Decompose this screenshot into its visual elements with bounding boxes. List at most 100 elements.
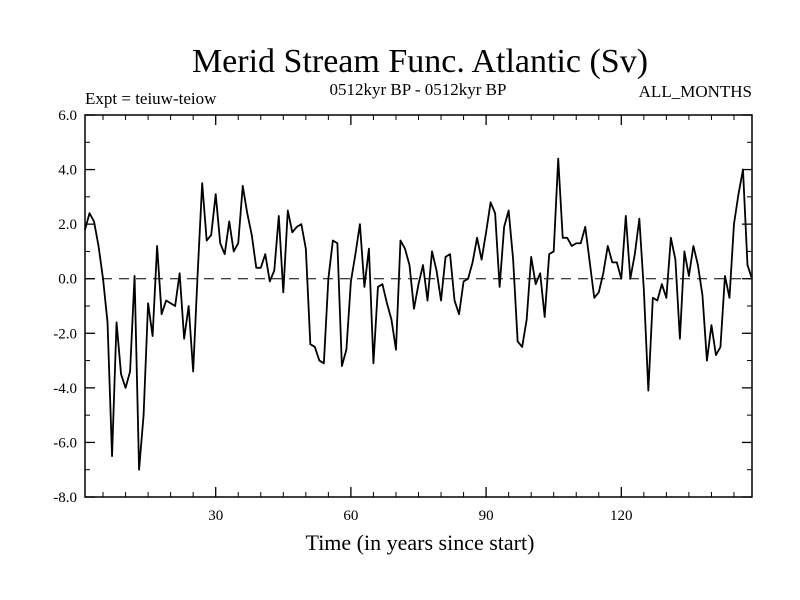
data-point — [679, 338, 681, 340]
data-point — [246, 212, 248, 214]
data-point — [530, 256, 532, 258]
data-point — [499, 286, 501, 288]
data-point — [386, 302, 388, 304]
data-point — [314, 346, 316, 348]
data-point — [503, 226, 505, 228]
data-point — [174, 305, 176, 307]
data-point — [282, 291, 284, 293]
chart-title: Merid Stream Func. Atlantic (Sv) — [192, 43, 648, 80]
data-point — [237, 242, 239, 244]
data-point — [170, 302, 172, 304]
data-point — [710, 324, 713, 326]
data-points — [84, 158, 753, 471]
y-axis: -8.0 -6.0 -4.0 -2.0 0.0 2.0 4.0 6.0 — [53, 108, 752, 506]
data-point — [152, 335, 154, 337]
data-point — [692, 245, 695, 247]
data-point — [133, 275, 136, 277]
data-point — [440, 299, 442, 302]
data-point — [210, 234, 212, 236]
data-point — [224, 253, 226, 255]
data-point — [300, 223, 302, 225]
chart-subtitle-center: 0512kyr BP - 0512kyr BP — [330, 80, 507, 99]
data-point — [138, 469, 140, 471]
data-point — [102, 278, 104, 280]
data-point — [485, 231, 487, 233]
data-point — [643, 289, 645, 291]
data-point — [179, 272, 181, 274]
data-series-line — [84, 157, 753, 471]
data-point — [521, 346, 523, 348]
data-point — [535, 283, 537, 285]
data-point — [665, 297, 667, 299]
data-point — [674, 259, 676, 261]
data-point — [408, 264, 411, 266]
data-point — [201, 182, 203, 184]
data-point — [93, 220, 95, 223]
data-point — [422, 264, 424, 266]
data-point — [115, 321, 118, 323]
data-point — [566, 237, 568, 239]
data-point — [215, 193, 217, 195]
data-point — [544, 316, 546, 318]
data-point — [188, 305, 190, 307]
data-point — [670, 237, 672, 239]
data-point — [616, 261, 618, 263]
data-point — [562, 237, 564, 239]
x-tick-label: 90 — [479, 508, 494, 524]
data-point — [377, 286, 379, 288]
data-point — [287, 209, 289, 212]
data-point — [453, 299, 456, 302]
data-point — [318, 359, 320, 362]
data-point — [395, 349, 397, 351]
data-point — [647, 389, 649, 392]
data-point — [557, 158, 559, 160]
chart-subtitle-left: Expt = teiuw-teiow — [85, 89, 217, 108]
data-point — [494, 212, 496, 214]
data-point — [332, 239, 334, 242]
data-point — [620, 278, 622, 280]
data-point — [490, 201, 492, 203]
data-point — [611, 261, 613, 263]
data-point — [269, 280, 271, 283]
data-point — [156, 245, 158, 247]
data-point — [480, 259, 483, 261]
y-tick-label: -2.0 — [53, 326, 77, 342]
data-point — [147, 302, 149, 304]
data-point — [701, 294, 704, 296]
data-point — [751, 278, 753, 280]
data-point — [251, 234, 253, 236]
data-point — [742, 168, 744, 171]
data-point — [435, 269, 438, 272]
data-point — [602, 272, 604, 274]
data-point — [656, 299, 658, 302]
data-point — [426, 299, 429, 302]
data-point — [458, 313, 460, 315]
data-point — [467, 278, 469, 280]
data-point — [638, 218, 640, 220]
data-point — [97, 245, 100, 247]
data-point — [634, 253, 636, 255]
data-point — [345, 349, 347, 351]
data-point — [350, 280, 352, 283]
data-point — [526, 319, 528, 321]
y-tick-label: -8.0 — [53, 490, 77, 506]
data-point — [548, 253, 550, 255]
data-point — [683, 250, 686, 253]
data-point — [746, 264, 749, 266]
data-point — [462, 280, 465, 283]
data-point — [629, 278, 631, 280]
data-point — [589, 261, 591, 263]
data-point — [291, 231, 293, 233]
data-point — [124, 387, 127, 389]
data-point — [161, 313, 163, 315]
data-point — [296, 226, 298, 228]
x-tick-label: 30 — [208, 508, 223, 524]
data-point — [106, 321, 109, 323]
y-tick-label: -4.0 — [53, 381, 77, 397]
data-point — [715, 354, 717, 356]
y-tick-label: 4.0 — [58, 163, 77, 179]
data-point — [341, 365, 343, 367]
data-point — [206, 239, 208, 242]
data-point — [336, 242, 338, 244]
data-point — [417, 283, 420, 285]
